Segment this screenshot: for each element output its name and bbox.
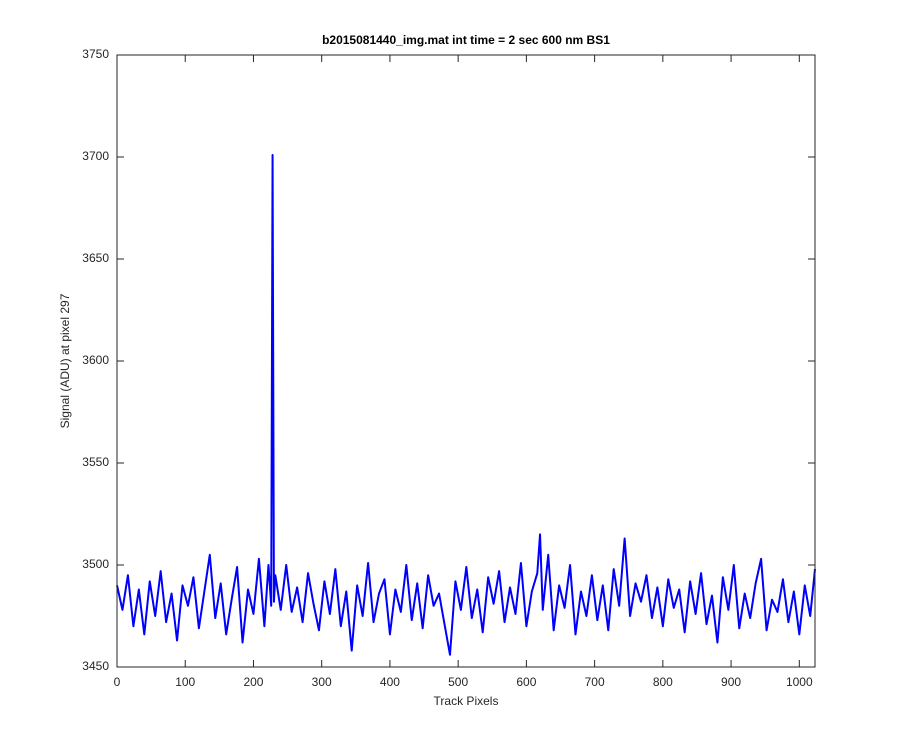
chart-title: b2015081440_img.mat int time = 2 sec 600… [322,33,610,47]
y-tick-label: 3550 [82,455,109,469]
y-tick-label: 3600 [82,353,109,367]
x-tick-label: 700 [585,675,605,689]
y-tick-label: 3450 [82,659,109,673]
x-axis-label: Track Pixels [434,694,499,708]
x-tick-label: 900 [721,675,741,689]
x-tick-label: 400 [380,675,400,689]
y-tick-label: 3500 [82,557,109,571]
x-tick-label: 1000 [786,675,813,689]
y-axis-label: Signal (ADU) at pixel 297 [58,293,72,428]
x-tick-label: 800 [653,675,673,689]
x-tick-label: 200 [243,675,263,689]
x-tick-label: 300 [312,675,332,689]
x-tick-label: 600 [516,675,536,689]
y-tick-label: 3700 [82,149,109,163]
y-tick-label: 3750 [82,47,109,61]
x-tick-label: 100 [175,675,195,689]
x-tick-label: 0 [114,675,121,689]
axes-box [116,54,816,668]
data-line [116,153,816,656]
x-tick-label: 500 [448,675,468,689]
y-tick-label: 3650 [82,251,109,265]
